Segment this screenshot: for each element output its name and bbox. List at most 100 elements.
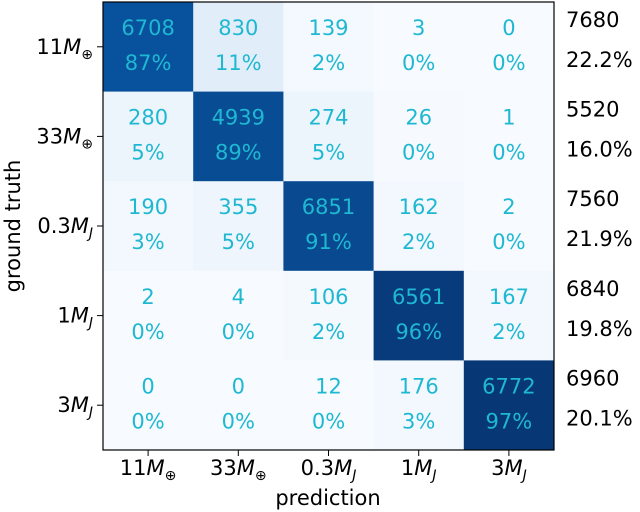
cell-count-0-3: 3: [412, 16, 425, 40]
cell-4-0: [103, 360, 194, 451]
x-tick-label-1: 33M⊕: [210, 456, 267, 484]
cell-percent-1-4: 0%: [492, 141, 525, 165]
cell-count-4-4: 6772: [482, 374, 535, 398]
cell-count-1-3: 26: [405, 106, 432, 130]
cell-2-2: [283, 181, 375, 272]
cell-1-1: [193, 91, 284, 182]
cell-count-1-4: 1: [502, 106, 515, 130]
x-tick-labels: 11M⊕ 33M⊕ 0.3MJ 1MJ 3MJ: [120, 450, 527, 484]
cell-percent-0-0: 87%: [125, 51, 172, 75]
cell-2-0: [103, 181, 194, 272]
x-tick-label-2: 0.3MJ: [301, 456, 357, 484]
cell-count-0-4: 0: [502, 16, 515, 40]
cell-2-4: [463, 181, 555, 272]
cell-count-1-2: 274: [308, 106, 348, 130]
cell-percent-0-3: 0%: [402, 51, 435, 75]
row-total-percent-1: 16.0%: [566, 138, 633, 162]
row-total-percent-4: 20.1%: [566, 406, 633, 430]
cell-count-0-1: 830: [218, 16, 258, 40]
cell-count-1-1: 4939: [212, 106, 265, 130]
cell-count-2-3: 162: [399, 195, 439, 219]
cell-count-4-3: 176: [399, 374, 439, 398]
cell-4-4: [463, 360, 555, 451]
row-total-count-0: 7680: [566, 8, 619, 32]
cell-1-0: [103, 91, 194, 182]
row-total-count-3: 6840: [566, 277, 619, 301]
cell-count-3-0: 2: [141, 285, 154, 309]
cell-0-3: [373, 2, 465, 93]
cell-count-3-2: 106: [308, 285, 348, 309]
cell-count-0-0: 6708: [121, 16, 174, 40]
cell-1-4: [463, 91, 555, 182]
cell-count-3-1: 4: [232, 285, 245, 309]
y-tick-labels: 11M⊕ 33M⊕ 0.3MJ 1MJ 3MJ: [36, 35, 103, 421]
cell-percent-1-2: 5%: [312, 141, 345, 165]
cell-3-4: [463, 270, 555, 361]
cell-percent-3-0: 0%: [131, 320, 164, 344]
row-total-count-2: 7560: [566, 187, 619, 211]
x-tick-label-4: 3MJ: [491, 456, 527, 484]
cell-count-3-3: 6561: [392, 285, 445, 309]
cell-percent-0-4: 0%: [492, 51, 525, 75]
cell-percent-2-2: 91%: [305, 230, 352, 254]
cell-1-2: [283, 91, 375, 182]
cell-percent-4-4: 97%: [486, 409, 533, 433]
x-tick-label-0: 11M⊕: [120, 456, 177, 484]
cell-percent-3-2: 2%: [312, 320, 345, 344]
cell-count-3-4: 167: [489, 285, 529, 309]
cell-count-4-2: 12: [315, 374, 342, 398]
x-tick-label-3: 1MJ: [401, 456, 437, 484]
cell-percent-1-0: 5%: [131, 141, 164, 165]
cell-percent-4-3: 3%: [402, 409, 435, 433]
cell-percent-3-3: 96%: [395, 320, 442, 344]
cell-percent-4-1: 0%: [222, 409, 255, 433]
cell-percent-0-2: 2%: [312, 51, 345, 75]
cell-2-1: [193, 181, 284, 272]
cell-count-2-2: 6851: [302, 195, 355, 219]
x-axis-label: prediction: [275, 486, 380, 510]
cell-percent-2-4: 0%: [492, 230, 525, 254]
cell-percent-1-1: 89%: [215, 141, 262, 165]
cell-percent-4-0: 0%: [131, 409, 164, 433]
cell-count-2-4: 2: [502, 195, 515, 219]
cell-3-3: [373, 270, 465, 361]
cell-percent-3-4: 2%: [492, 320, 525, 344]
cell-0-4: [463, 2, 555, 93]
cell-count-0-2: 139: [308, 16, 348, 40]
cell-4-3: [373, 360, 465, 451]
cell-0-0: [103, 2, 194, 93]
cell-percent-3-1: 0%: [222, 320, 255, 344]
cell-0-2: [283, 2, 375, 93]
cell-count-2-1: 355: [218, 195, 258, 219]
heatmap-cells: 6708 87% 830 11% 139 2% 3 0% 0 0% 280 5% 4939 89% 274 5…: [103, 2, 555, 451]
cell-2-3: [373, 181, 465, 272]
cell-percent-2-1: 5%: [222, 230, 255, 254]
cell-percent-0-1: 11%: [215, 51, 262, 75]
cell-percent-4-2: 0%: [312, 409, 345, 433]
cell-count-1-0: 280: [128, 106, 168, 130]
cell-3-1: [193, 270, 284, 361]
cell-count-4-1: 0: [232, 374, 245, 398]
row-total-percent-0: 22.2%: [566, 48, 633, 72]
row-total-count-1: 5520: [566, 98, 619, 122]
cell-percent-2-0: 3%: [131, 230, 164, 254]
y-tick-label-4: 3MJ: [57, 393, 93, 421]
cell-4-1: [193, 360, 284, 451]
row-totals: 7680 22.2% 5520 16.0% 7560 21.9% 6840 19.8% 6960…: [566, 8, 633, 430]
y-tick-label-3: 1MJ: [57, 304, 93, 332]
cell-0-1: [193, 2, 284, 93]
cell-percent-2-3: 2%: [402, 230, 435, 254]
cell-4-2: [283, 360, 375, 451]
row-total-percent-3: 19.8%: [566, 317, 633, 341]
y-tick-label-0: 11M⊕: [36, 35, 93, 63]
row-total-percent-2: 21.9%: [566, 227, 633, 251]
y-tick-label-2: 0.3MJ: [37, 214, 93, 242]
cell-count-2-0: 190: [128, 195, 168, 219]
cell-3-2: [283, 270, 375, 361]
y-axis-label: ground truth: [1, 160, 25, 293]
cell-percent-1-3: 0%: [402, 141, 435, 165]
cell-1-3: [373, 91, 465, 182]
cell-3-0: [103, 270, 194, 361]
y-tick-label-1: 33M⊕: [36, 124, 93, 152]
